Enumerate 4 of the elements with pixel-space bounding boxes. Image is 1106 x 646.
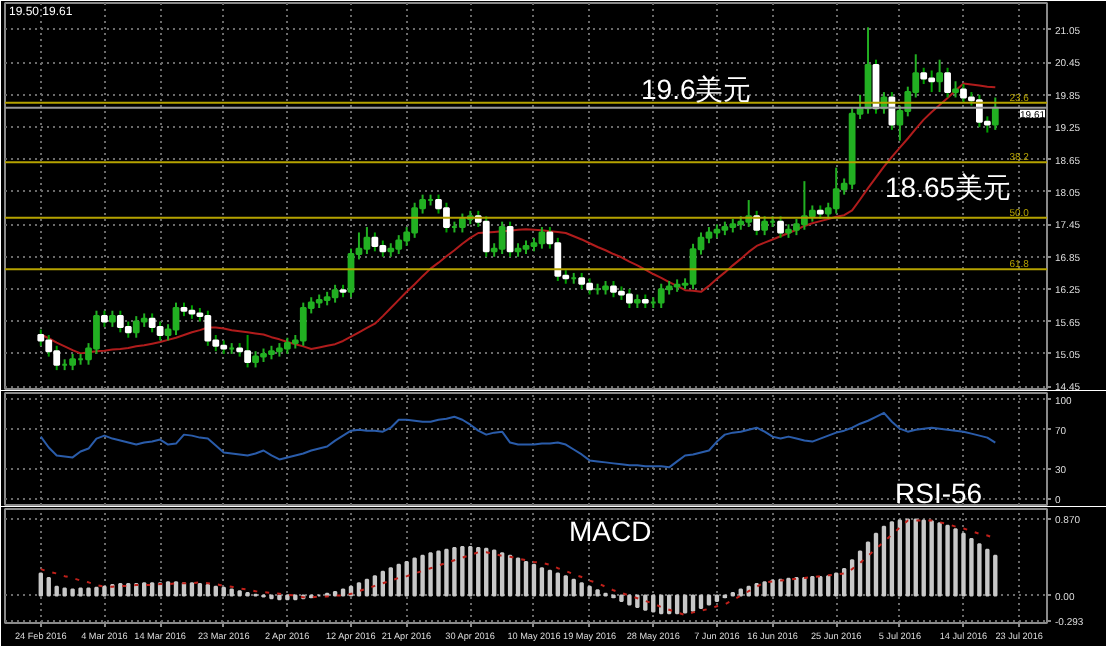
annotation: 19.6美元 (641, 73, 752, 105)
annotation: MACD (569, 515, 652, 547)
annotation: 18.65美元 (885, 171, 1012, 203)
annotation: RSI-56 (895, 477, 983, 509)
